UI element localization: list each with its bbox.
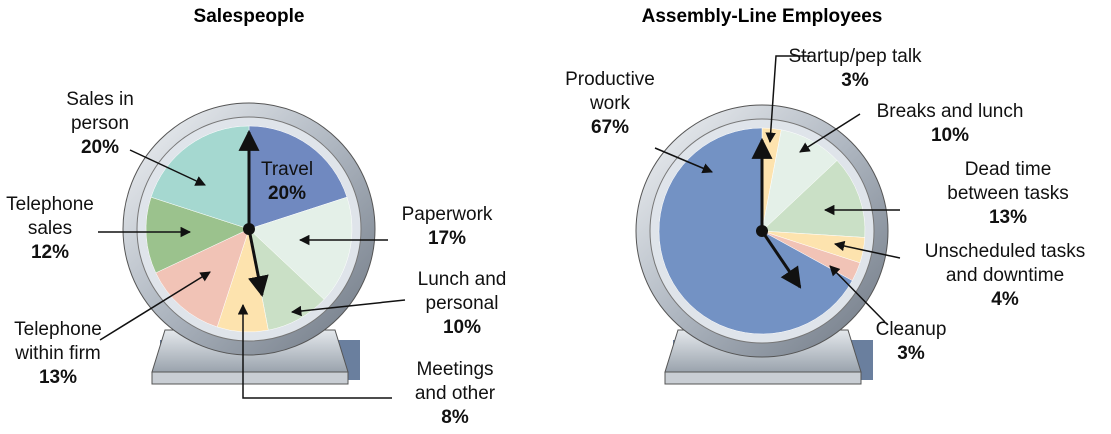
- value-label: 17%: [427, 228, 467, 249]
- pie-slice: [658, 127, 853, 335]
- category-label: Breaks and lunch: [876, 101, 1024, 122]
- leader-lines: [98, 55, 901, 399]
- category-label: Paperwork: [401, 204, 493, 225]
- slice-label: Telephone within firm 13%: [1, 318, 116, 390]
- category-label: Cleanup: [875, 319, 947, 340]
- slice-label: Sales in person 20%: [58, 88, 143, 160]
- value-label: 3%: [841, 70, 869, 91]
- slice-label: Paperwork 17%: [387, 203, 507, 251]
- value-label: 20%: [80, 137, 120, 158]
- slice-label: Meetings and other 8%: [400, 358, 510, 430]
- category-label: Sales in person: [66, 89, 134, 134]
- value-label: 67%: [590, 117, 630, 138]
- clock-hands: [238, 129, 802, 298]
- pie-slice: [248, 125, 348, 230]
- value-label: 13%: [988, 207, 1028, 228]
- category-label: Telephone within firm: [14, 319, 102, 364]
- value-label: 3%: [897, 343, 925, 364]
- value-label: 10%: [442, 317, 482, 338]
- category-label: Unscheduled tasks and downtime: [924, 241, 1086, 286]
- slice-label: Unscheduled tasks and downtime 4%: [910, 240, 1100, 312]
- value-label: 13%: [38, 367, 78, 388]
- slice-label: Cleanup 3%: [861, 318, 961, 366]
- value-label: 10%: [930, 125, 970, 146]
- chart-title: Assembly-Line Employees: [641, 6, 883, 27]
- slice-label: Dead time between tasks 13%: [938, 158, 1078, 230]
- slice-label: Travel 20%: [247, 158, 327, 206]
- pie-slice: [145, 196, 250, 274]
- pie-slice: [248, 196, 353, 300]
- value-label: 8%: [441, 407, 469, 428]
- pies: [145, 125, 866, 335]
- category-label: Startup/pep talk: [788, 46, 922, 67]
- category-label: Dead time between tasks: [947, 159, 1069, 204]
- value-label: 4%: [991, 289, 1019, 310]
- value-label: 12%: [30, 242, 70, 263]
- chart-title: Salespeople: [193, 6, 305, 27]
- category-label: Telephone sales: [6, 194, 94, 239]
- category-label: Productive work: [565, 69, 655, 114]
- category-label: Meetings and other: [414, 359, 496, 404]
- value-label: 20%: [267, 183, 307, 204]
- slice-label: Telephone sales 12%: [0, 193, 100, 265]
- slice-label: Lunch and personal 10%: [407, 268, 517, 340]
- slice-label: Productive work 67%: [560, 68, 660, 140]
- slice-label: Breaks and lunch 10%: [860, 100, 1040, 148]
- pie-slice: [761, 160, 866, 238]
- category-label: Lunch and personal: [417, 269, 507, 314]
- slice-label: Startup/pep talk 3%: [765, 45, 945, 93]
- category-label: Travel: [260, 159, 314, 180]
